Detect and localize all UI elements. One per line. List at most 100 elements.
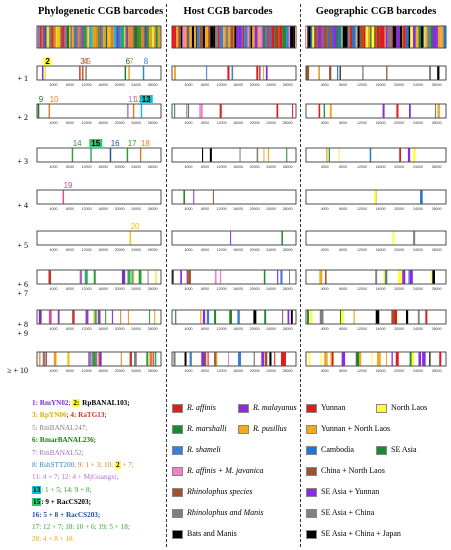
barcode-stripe: [274, 352, 276, 366]
barcode-stripe: [53, 352, 57, 366]
barcode-stripe: [375, 270, 378, 284]
tick-label: 24000: [131, 248, 141, 252]
barcode-stripe: [144, 26, 147, 48]
legend-item: Cambodia: [306, 444, 354, 456]
barcode-stripe: [227, 66, 230, 80]
barcode-stripe: [329, 26, 332, 48]
marker-label: 12: [134, 95, 143, 104]
barcode-stripe: [267, 26, 269, 48]
barcode-stripe: [230, 231, 232, 245]
tick-label: 28000: [432, 83, 442, 87]
key-line: 1: RmYN02; 2: RpBANAL103;: [32, 398, 130, 409]
tick-label: 24000: [266, 207, 276, 211]
barcode-stripe: [206, 66, 208, 80]
legend-item: R. affinis + M. javanica: [172, 465, 264, 477]
barcode-stripe: [349, 26, 352, 48]
barcode-stripe: [365, 26, 368, 48]
barcode-stripe: [81, 26, 84, 48]
barcode-stripe: [39, 352, 41, 366]
barcode-stripe: [230, 26, 234, 48]
tick-label: 20000: [250, 165, 260, 169]
tick-label: 24000: [413, 248, 423, 252]
barcode-stripe: [409, 104, 411, 118]
barcode-stripe: [189, 26, 191, 48]
barcode-stripe: [214, 352, 218, 366]
barcode-stripe: [339, 310, 341, 324]
barcode-stripe: [254, 26, 258, 48]
barcode-stripe: [191, 26, 195, 48]
legend-item: China + North Laos: [306, 465, 385, 477]
barcode-stripe: [242, 26, 245, 48]
barcode-stripe: [156, 26, 158, 48]
legend-swatch: [306, 529, 317, 539]
barcode-stripe: [237, 352, 242, 366]
barcode-stripe: [137, 26, 139, 48]
marker-label: 6: [126, 57, 131, 66]
tick-label: 8000: [339, 248, 347, 252]
barcode-stripe: [287, 310, 290, 324]
barcode-stripe: [134, 26, 138, 48]
barcode-stripe: [79, 26, 82, 48]
barcode-stripe: [120, 310, 122, 324]
barcode-stripe: [209, 148, 212, 162]
key-line: 8: RshSTT200; 9: 1 + 3; 10: 2 + 7;: [32, 460, 134, 471]
tick-label: 24000: [266, 83, 276, 87]
barcode-stripe: [420, 190, 423, 204]
marker-label: 13: [142, 95, 151, 104]
barcode-stripe: [55, 26, 58, 48]
row-label: + 5: [17, 241, 28, 250]
barcode-stripe: [351, 26, 356, 48]
barcode-stripe: [178, 26, 180, 48]
barcode-stripe: [429, 352, 431, 366]
barcode-frame: [305, 230, 447, 246]
key-segment: : 1 + 5; 14: 9 + 8;: [41, 485, 92, 494]
barcode-stripe: [199, 104, 201, 118]
tick-label: 24000: [266, 121, 276, 125]
tick-label: 16000: [376, 248, 386, 252]
legend-item: R. affinis: [172, 402, 216, 414]
barcode-stripe: [386, 66, 388, 80]
legend-swatch: [238, 403, 249, 413]
barcode-stripe: [129, 231, 132, 245]
tick-label: 12000: [217, 121, 227, 125]
tick-label: 20000: [115, 83, 125, 87]
barcode-stripe: [362, 66, 364, 80]
row-label: + 2: [17, 113, 28, 122]
tick-label: 12000: [217, 287, 227, 291]
barcode-stripe: [149, 352, 153, 366]
tick-label: 28000: [432, 121, 442, 125]
barcode-stripe: [443, 26, 446, 48]
barcode-stripe: [69, 26, 71, 48]
barcode-stripe: [152, 352, 155, 366]
tick-label: 20000: [115, 207, 125, 211]
barcode-stripe: [325, 270, 327, 284]
barcode-stripe: [57, 26, 61, 48]
tick-label: 20000: [394, 369, 404, 373]
tick-label: 16000: [376, 287, 386, 291]
barcode-stripe: [319, 310, 324, 324]
barcode-stripe: [180, 26, 183, 48]
tick-label: 12000: [357, 369, 367, 373]
barcode-stripe: [320, 352, 322, 366]
legend-label: Yunnan + North Laos: [321, 424, 391, 433]
barcode-stripe: [379, 26, 382, 48]
barcode-stripe: [109, 148, 112, 162]
barcode-stripe: [314, 26, 318, 48]
barcode-stripe: [440, 26, 444, 48]
tick-label: 8000: [339, 327, 347, 331]
barcode-stripe: [265, 26, 268, 48]
barcode-stripe: [406, 310, 409, 324]
barcode-stripe: [256, 66, 259, 80]
barcode-stripe: [420, 26, 424, 48]
tick-label: 16000: [233, 83, 243, 87]
legend-swatch: [306, 508, 317, 518]
barcode-stripe: [375, 310, 380, 324]
barcode-stripe: [249, 26, 251, 48]
barcode-stripe: [391, 310, 395, 324]
barcode-frame: [36, 147, 162, 163]
tick-label: 16000: [233, 121, 243, 125]
tick-label: 4000: [50, 327, 58, 331]
legend-item: R. malayanus: [238, 402, 297, 414]
tick-label: 12000: [217, 83, 227, 87]
legend-swatch: [172, 529, 183, 539]
